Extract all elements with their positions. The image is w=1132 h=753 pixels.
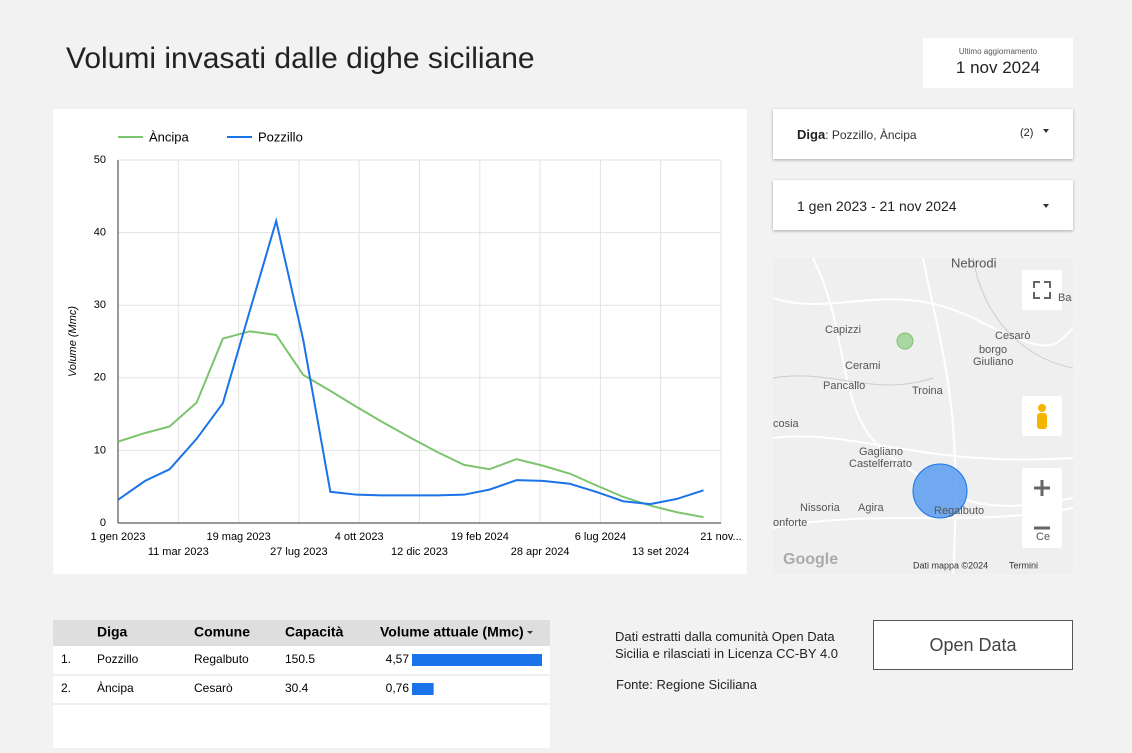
map-label: Agira [858,502,885,514]
y-tick-label: 20 [94,372,106,384]
cell: 1. [61,652,71,666]
map-label: Troina [912,385,944,397]
x-tick-label: 4 ott 2023 [335,531,384,543]
map-label: onforte [773,517,807,529]
table-header [53,620,550,646]
x-tick-label: 21 nov... [700,531,741,543]
filter-value: : Pozzillo, Àncipa [825,128,917,142]
fullscreen-icon [1033,281,1051,299]
y-tick-label: 10 [94,444,106,456]
map[interactable]: Nebrodi Capizzi Cesarò borgo Giuliano Cerami P… [773,258,1073,574]
y-tick-label: 40 [94,227,106,239]
map-label: Nissoria [800,502,841,514]
pegman [1038,404,1046,412]
x-tick-label: 6 lug 2024 [575,531,626,543]
cell: Àncipa [97,680,134,695]
table: Diga Comune Capacità Volume attuale (Mmc) 1.… [53,620,550,748]
dam-marker[interactable] [912,463,968,519]
border [773,258,1073,386]
title: Volumi invasati dalle dighe siciliane [66,42,535,75]
note: Dati estratti dalla comunità Open Data S… [615,629,839,661]
road [773,258,1073,574]
table-layer: Diga Comune Capacità Volume attuale (Mmc) 1.… [53,620,550,705]
dropdown-arrow [1043,204,1049,208]
map-label: Giuliano [973,356,1013,368]
chart-card: 0 10 20 30 40 50 1 gen 2023 11 mar 2023 19 mag 2… [53,109,747,574]
column-header: Diga [97,624,128,640]
legend-label: Pozzillo [258,129,303,144]
map-label: Gagliano [859,446,903,458]
column-header: Comune [194,624,250,640]
map-label: Cerami [845,360,880,372]
zoom-icons [1034,480,1050,530]
x-tick-label: 11 mar 2023 [148,546,209,558]
map-label: borgo [979,344,1007,356]
cell: 150.5 [285,652,315,666]
open-data-button[interactable]: Open Data [873,620,1073,670]
x-tick-label: 12 dic 2023 [391,546,448,558]
map-label: cosia [773,418,800,430]
series-line [117,217,704,506]
volume-bar [412,683,434,695]
legend-label: Àncipa [149,129,190,144]
map-attribution: Dati mappa ©2024 [913,560,988,570]
cell: Pozzillo [97,652,139,666]
map-label: Ba [1058,292,1072,304]
update-date: 1 nov 2024 [955,58,1041,77]
cell: Regalbuto [194,652,249,666]
pegman [1037,413,1047,429]
x-tick-label: 28 apr 2024 [511,546,570,558]
date-filter[interactable]: 1 gen 2023 - 21 nov 2024 [773,180,1073,230]
map-label: Ce [1036,531,1050,543]
column-header: Capacità [285,624,344,640]
x-tick-label: 19 feb 2024 [451,531,509,543]
volume-bar [412,654,542,666]
dropdown-arrow [1043,129,1049,133]
dam-marker[interactable] [896,332,914,350]
update-label: Ultimo aggiornamento [958,47,1038,56]
sort-arrow[interactable] [527,631,533,634]
cell: Cesarò [194,681,233,695]
fullscreen-button[interactable] [1022,270,1062,310]
series-line [117,330,704,519]
map-label: Pancallo [823,380,865,392]
y-tick-label: 50 [94,154,106,166]
y-tick-label: 0 [100,517,106,529]
map-logo: Google [783,551,838,568]
map-label: Capizzi [825,324,861,336]
map-label: Nebrodi [951,258,997,270]
zoom-control[interactable] [1022,468,1062,548]
map-label: Regalbuto [934,505,984,517]
x-tick-label: 1 gen 2023 [90,531,145,543]
filter-count: (2) [1020,127,1034,139]
map-label: Castelferrato [849,458,912,470]
y-axis-label: Volume (Mmc) [67,306,79,377]
cell: 30.4 [285,681,309,695]
volume-label: 0,76 [386,681,410,695]
x-tick-label: 19 mag 2023 [206,531,270,543]
cell: 2. [61,681,71,695]
column-header: Volume attuale (Mmc) [380,624,524,640]
source: Fonte: Regione Siciliana [616,677,757,692]
y-tick-label: 30 [94,299,106,311]
map-terms: Termini [1009,560,1038,570]
x-tick-label: 27 lug 2023 [270,546,328,558]
diga-filter[interactable]: Diga: Pozzillo, Àncipa (2) [773,109,1073,159]
filter-label: Diga [797,127,826,142]
x-tick-label: 13 set 2024 [632,546,690,558]
volume-label: 4,57 [386,652,410,666]
update-box: Ultimo aggiornamento 1 nov 2024 [923,38,1073,88]
map-label: Cesarò [995,330,1030,342]
date-range: 1 gen 2023 - 21 nov 2024 [797,198,957,214]
